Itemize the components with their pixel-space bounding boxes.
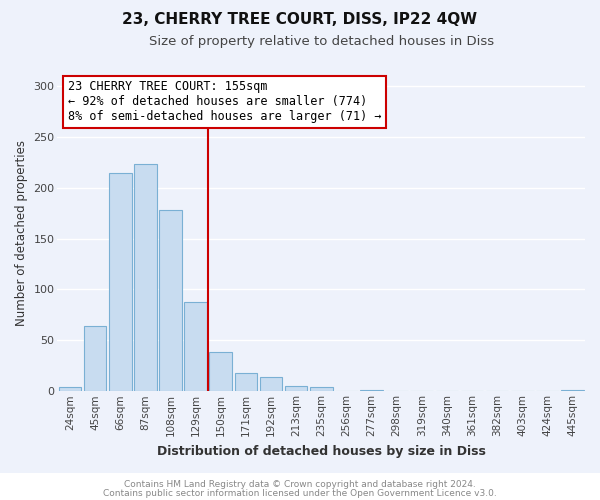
Bar (285, 386, 307, 392)
Text: 23 CHERRY TREE COURT: 155sqm
← 92% of detached houses are smaller (774)
8% of se: 23 CHERRY TREE COURT: 155sqm ← 92% of de… (68, 80, 382, 124)
Bar (84, 326, 106, 392)
X-axis label: Distribution of detached houses by size in Diss: Distribution of detached houses by size … (157, 444, 485, 458)
Title: Size of property relative to detached houses in Diss: Size of property relative to detached ho… (149, 35, 494, 48)
Bar (561, 390, 584, 392)
Bar (209, 352, 232, 392)
Bar (134, 164, 157, 392)
Bar (59, 387, 82, 392)
Y-axis label: Number of detached properties: Number of detached properties (15, 140, 28, 326)
Bar (235, 373, 257, 392)
Text: 23, CHERRY TREE COURT, DISS, IP22 4QW: 23, CHERRY TREE COURT, DISS, IP22 4QW (122, 12, 478, 28)
Bar (184, 302, 207, 392)
Text: Contains public sector information licensed under the Open Government Licence v3: Contains public sector information licen… (103, 488, 497, 498)
Text: Contains HM Land Registry data © Crown copyright and database right 2024.: Contains HM Land Registry data © Crown c… (124, 480, 476, 489)
Bar (260, 377, 282, 392)
Bar (310, 387, 332, 392)
Bar (360, 390, 383, 392)
Bar (159, 210, 182, 392)
Bar (109, 174, 131, 392)
